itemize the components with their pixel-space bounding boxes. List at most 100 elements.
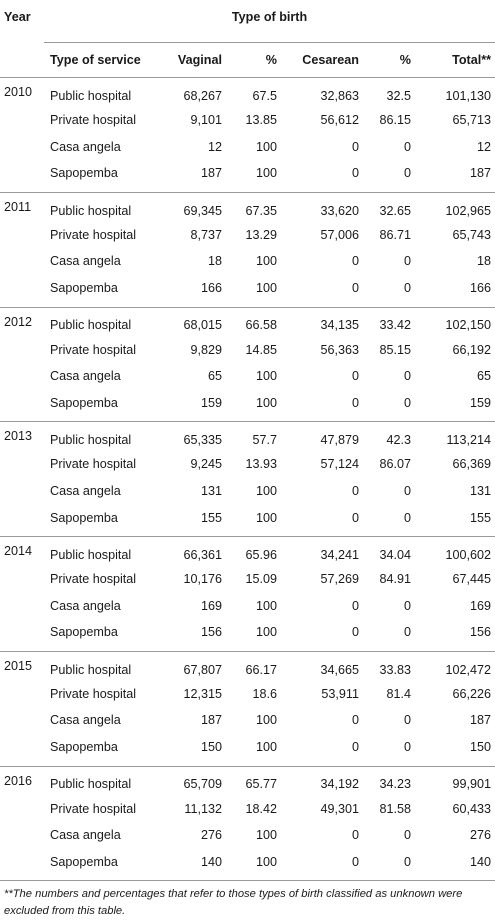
cell-cesarean: 34,665 [281,650,363,681]
cell-cesarean-pct: 0 [403,483,411,498]
cell-vaginal-pct: 66.58 [226,306,281,337]
cell-total: 65,713 [452,113,492,128]
cell-vaginal-pct: 13.85 [245,113,277,128]
table-row: Casa angela 131 100 0 0 131 [0,478,495,505]
col-type-of-service: Type of service [44,42,157,78]
cell-vaginal-pct: 100 [255,625,277,640]
cell-cesarean: 32,863 [281,76,363,107]
cell-cesarean: 49,301 [320,801,359,816]
cell-type-of-service: Casa angela [50,483,121,498]
year-cell-empty [0,822,44,849]
cell-cesarean-pct: 0 [403,625,411,640]
cell-cesarean: 34,241 [281,535,363,566]
table-row: 2012 Public hospital 68,015 66.58 34,135 33.4… [0,306,495,337]
cell-vaginal: 12,315 [183,686,222,701]
cell-type-of-service: Private hospital [50,457,137,472]
cell-cesarean-pct: 0 [403,598,411,613]
cell-vaginal: 150 [200,740,222,755]
year-cell-empty [0,566,44,593]
cell-vaginal-pct: 57.7 [226,421,281,451]
year-cell-empty [0,734,44,766]
cell-type-of-service: Private hospital [50,572,137,587]
cell-cesarean: 0 [351,625,359,640]
cell-vaginal: 65,335 [157,421,226,451]
cell-vaginal-pct: 67.5 [226,76,281,107]
cell-cesarean: 57,006 [320,227,359,242]
table-body: 2010 Public hospital 68,267 67.5 32,863 32.5 1… [0,76,495,881]
cell-vaginal-pct: 100 [255,483,277,498]
cell-vaginal-pct: 100 [255,713,277,728]
cell-vaginal: 69,345 [157,191,226,222]
cell-total: 66,192 [452,342,492,357]
year-cell-empty [0,504,44,536]
year-cell: 2016 [0,765,44,796]
year-cell-empty [0,336,44,363]
cell-total: 66,369 [452,457,492,472]
cell-vaginal-pct: 100 [255,598,277,613]
cell-total: 66,226 [452,686,492,701]
table-row: Casa angela 18 100 0 0 18 [0,248,495,275]
table-row: Sapopemba 140 100 0 0 140 [0,849,495,881]
cell-cesarean-pct: 0 [403,510,411,525]
cell-vaginal-pct: 100 [255,281,277,296]
cell-type-of-service: Casa angela [50,828,121,843]
cell-cesarean-pct: 0 [403,713,411,728]
cell-total: 169 [470,598,492,613]
cell-type-of-service: Casa angela [50,254,121,269]
table-row: Casa angela 276 100 0 0 276 [0,822,495,849]
cell-cesarean-pct: 81.58 [379,801,411,816]
cell-cesarean-pct: 0 [403,166,411,181]
cell-type-of-service: Casa angela [50,713,121,728]
table-row: Casa angela 12 100 0 0 12 [0,133,495,160]
cell-vaginal: 18 [207,254,222,269]
cell-cesarean: 0 [351,254,359,269]
cell-cesarean: 33,620 [281,191,363,222]
cell-cesarean-pct: 32.65 [363,191,415,222]
cell-total: 150 [470,740,492,755]
cell-cesarean: 53,911 [321,686,359,701]
cell-total: 65 [477,369,492,384]
cell-total: 60,433 [452,801,492,816]
cell-vaginal-pct: 100 [255,854,277,869]
cell-vaginal: 9,245 [190,457,222,472]
year-cell-empty [0,795,44,822]
cell-cesarean-pct: 0 [403,854,411,869]
cell-vaginal: 68,015 [157,306,226,337]
cell-total: 166 [470,281,492,296]
cell-cesarean: 0 [351,854,359,869]
cell-cesarean: 0 [351,828,359,843]
cell-total: 155 [470,510,492,525]
cell-cesarean-pct: 0 [403,369,411,384]
cell-type-of-service: Private hospital [50,801,137,816]
cell-type-of-service: Public hospital [44,650,157,681]
cell-total: 156 [470,625,492,640]
table-row: Sapopemba 150 100 0 0 150 [0,734,495,766]
table-row: Sapopemba 155 100 0 0 155 [0,504,495,536]
cell-type-of-service: Sapopemba [50,510,118,525]
cell-cesarean: 0 [351,713,359,728]
type-of-birth-header: Type of birth [231,10,308,24]
cell-total: 65,743 [452,227,492,242]
cell-type-of-service: Public hospital [44,191,157,222]
table-row: 2011 Public hospital 69,345 67.35 33,620 32.6… [0,191,495,222]
cell-vaginal: 166 [200,281,222,296]
cell-total: 131 [470,483,492,498]
cell-cesarean: 0 [351,139,359,154]
cell-cesarean: 0 [351,166,359,181]
cell-vaginal-pct: 100 [255,510,277,525]
cell-cesarean-pct: 33.83 [363,650,415,681]
cell-total: 102,150 [415,306,495,337]
cell-cesarean-pct: 86.15 [379,113,411,128]
cell-cesarean-pct: 34.23 [363,765,415,796]
cell-vaginal-pct: 14.85 [245,342,277,357]
col-cesarean: Cesarean [281,42,363,78]
cell-cesarean: 0 [351,598,359,613]
cell-cesarean-pct: 0 [403,254,411,269]
cell-vaginal-pct: 15.09 [245,572,277,587]
cell-type-of-service: Public hospital [44,421,157,451]
cell-cesarean: 47,879 [281,421,363,451]
cell-vaginal-pct: 65.96 [226,535,281,566]
cell-type-of-service: Sapopemba [50,395,118,410]
cell-vaginal: 9,101 [190,113,222,128]
cell-cesarean-pct: 33.42 [363,306,415,337]
